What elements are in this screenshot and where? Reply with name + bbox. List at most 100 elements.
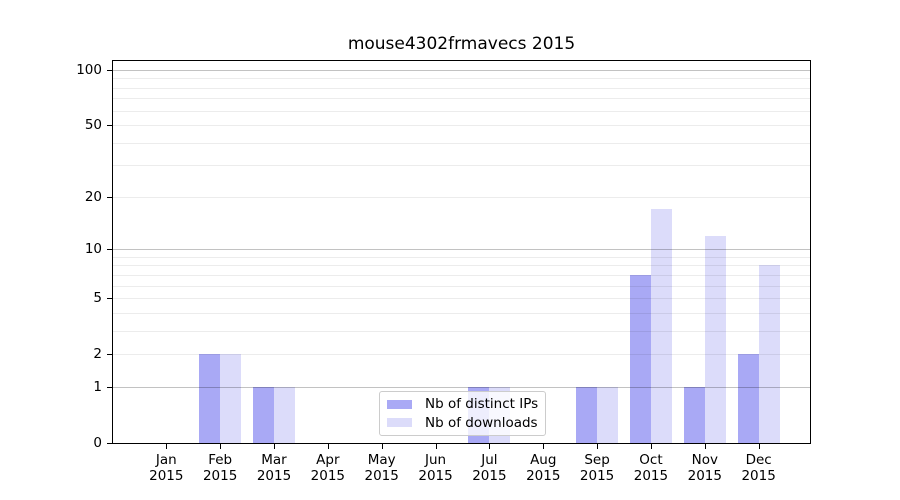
gridline-minor-50: [113, 125, 810, 127]
x-tick-month-oct: Oct: [639, 452, 663, 468]
bar-nb-of-distinct-ips-sep: [576, 386, 598, 443]
y-tick-10: [107, 249, 112, 251]
x-tick-sep: [597, 444, 599, 449]
bar-nb-of-distinct-ips-dec: [737, 354, 759, 443]
x-tick-label-oct: Oct 2015: [619, 452, 683, 484]
x-tick-label-may: May 2015: [350, 452, 414, 484]
bar-nb-of-distinct-ips-mar: [253, 386, 274, 443]
x-tick-month-jan: Jan: [155, 452, 177, 468]
gridline-major-100: [113, 70, 810, 71]
x-tick-month-feb: Feb: [208, 452, 233, 468]
bar-nb-of-distinct-ips-oct: [629, 274, 651, 443]
x-tick-month-jun: Jun: [425, 452, 447, 468]
gridline-minor-30: [113, 165, 810, 167]
x-tick-jan: [166, 444, 168, 449]
gridline-minor-80: [113, 87, 810, 89]
x-tick-label-nov: Nov 2015: [673, 452, 737, 484]
gridline-minor-20: [113, 196, 810, 198]
x-tick-mar: [274, 444, 275, 449]
x-tick-year-feb: 2015: [202, 468, 238, 484]
legend: Nb of distinct IPs Nb of downloads: [379, 391, 546, 436]
y-tick-label-50: 50: [84, 117, 102, 134]
legend-item-distinct-ips: Nb of distinct IPs: [387, 396, 545, 412]
x-tick-month-dec: Dec: [745, 452, 772, 468]
gridline-minor-40: [113, 142, 810, 144]
legend-swatch-distinct-ips: [387, 399, 412, 409]
y-tick-20: [107, 196, 112, 198]
gridline-minor-90: [113, 78, 810, 80]
gridline-major-10: [113, 249, 810, 251]
gridline-minor-70: [113, 98, 810, 100]
x-tick-label-feb: Feb 2015: [188, 452, 252, 484]
x-tick-year-nov: 2015: [687, 468, 722, 484]
bar-nb-of-downloads-dec: [758, 265, 780, 443]
legend-swatch-downloads: [387, 418, 412, 428]
x-tick-label-jul: Jul 2015: [457, 452, 521, 484]
y-tick-0: [107, 443, 112, 444]
x-tick-oct: [650, 444, 652, 449]
gridline-minor-60: [113, 110, 810, 112]
chart-title: mouse4302frmavecs 2015: [347, 34, 576, 54]
y-tick-5: [107, 298, 112, 300]
x-tick-year-jul: 2015: [472, 468, 507, 484]
x-tick-year-apr: 2015: [310, 468, 346, 484]
x-tick-label-aug: Aug 2015: [511, 452, 575, 484]
x-tick-month-apr: Apr: [316, 452, 340, 468]
x-tick-month-nov: Nov: [691, 452, 718, 468]
gridline-minor-5: [113, 298, 810, 300]
x-tick-nov: [704, 444, 706, 449]
x-tick-dec: [758, 444, 760, 449]
legend-label-downloads: Nb of downloads: [425, 414, 538, 431]
bar-nb-of-downloads-oct: [650, 209, 672, 443]
y-tick-label-0: 0: [93, 435, 102, 451]
x-tick-month-may: May: [367, 452, 396, 468]
y-tick-label-100: 100: [76, 62, 102, 78]
x-tick-may: [381, 444, 383, 449]
x-tick-month-sep: Sep: [584, 452, 610, 468]
gridline-minor-6: [113, 285, 810, 287]
y-tick-label-2: 2: [93, 346, 102, 363]
gridline-minor-8: [113, 265, 810, 267]
x-tick-feb: [220, 444, 222, 449]
x-tick-label-mar: Mar 2015: [242, 452, 306, 484]
x-tick-month-aug: Aug: [530, 452, 557, 468]
bar-nb-of-downloads-nov: [704, 235, 726, 443]
gridline-major-1: [113, 386, 810, 388]
x-tick-year-aug: 2015: [526, 468, 561, 484]
gridline-minor-9: [113, 256, 810, 258]
x-tick-label-apr: Apr 2015: [296, 452, 360, 484]
x-tick-year-mar: 2015: [256, 468, 292, 484]
gridline-minor-4: [113, 312, 810, 314]
plot-area: [112, 60, 811, 444]
y-tick-2: [107, 354, 112, 356]
x-tick-year-jan: 2015: [149, 468, 184, 484]
y-tick-1: [107, 386, 112, 388]
y-tick-label-10: 10: [84, 241, 102, 258]
y-tick-100: [107, 70, 112, 71]
y-tick-50: [107, 125, 112, 127]
x-tick-jul: [489, 444, 491, 449]
x-tick-year-may: 2015: [364, 468, 399, 484]
x-tick-label-jun: Jun 2015: [404, 452, 468, 484]
x-tick-label-dec: Dec 2015: [727, 452, 791, 484]
x-tick-label-sep: Sep 2015: [565, 452, 629, 484]
bar-nb-of-downloads-mar: [274, 386, 295, 443]
x-tick-apr: [327, 444, 329, 449]
bar-nb-of-distinct-ips-nov: [683, 386, 705, 443]
y-tick-label-5: 5: [93, 290, 102, 307]
bar-nb-of-downloads-feb: [220, 354, 242, 443]
bar-nb-of-downloads-sep: [597, 386, 619, 443]
legend-item-downloads: Nb of downloads: [387, 415, 545, 431]
x-tick-month-mar: Mar: [261, 452, 287, 468]
bar-nb-of-distinct-ips-feb: [199, 354, 221, 443]
x-tick-year-sep: 2015: [579, 468, 615, 484]
x-tick-aug: [543, 444, 545, 449]
x-tick-jun: [435, 444, 437, 449]
x-tick-year-dec: 2015: [741, 468, 776, 484]
gridline-minor-7: [113, 274, 810, 276]
x-tick-month-jul: Jul: [481, 452, 498, 468]
y-tick-label-20: 20: [84, 188, 102, 205]
gridline-minor-3: [113, 330, 810, 332]
gridline-minor-2: [113, 354, 810, 356]
